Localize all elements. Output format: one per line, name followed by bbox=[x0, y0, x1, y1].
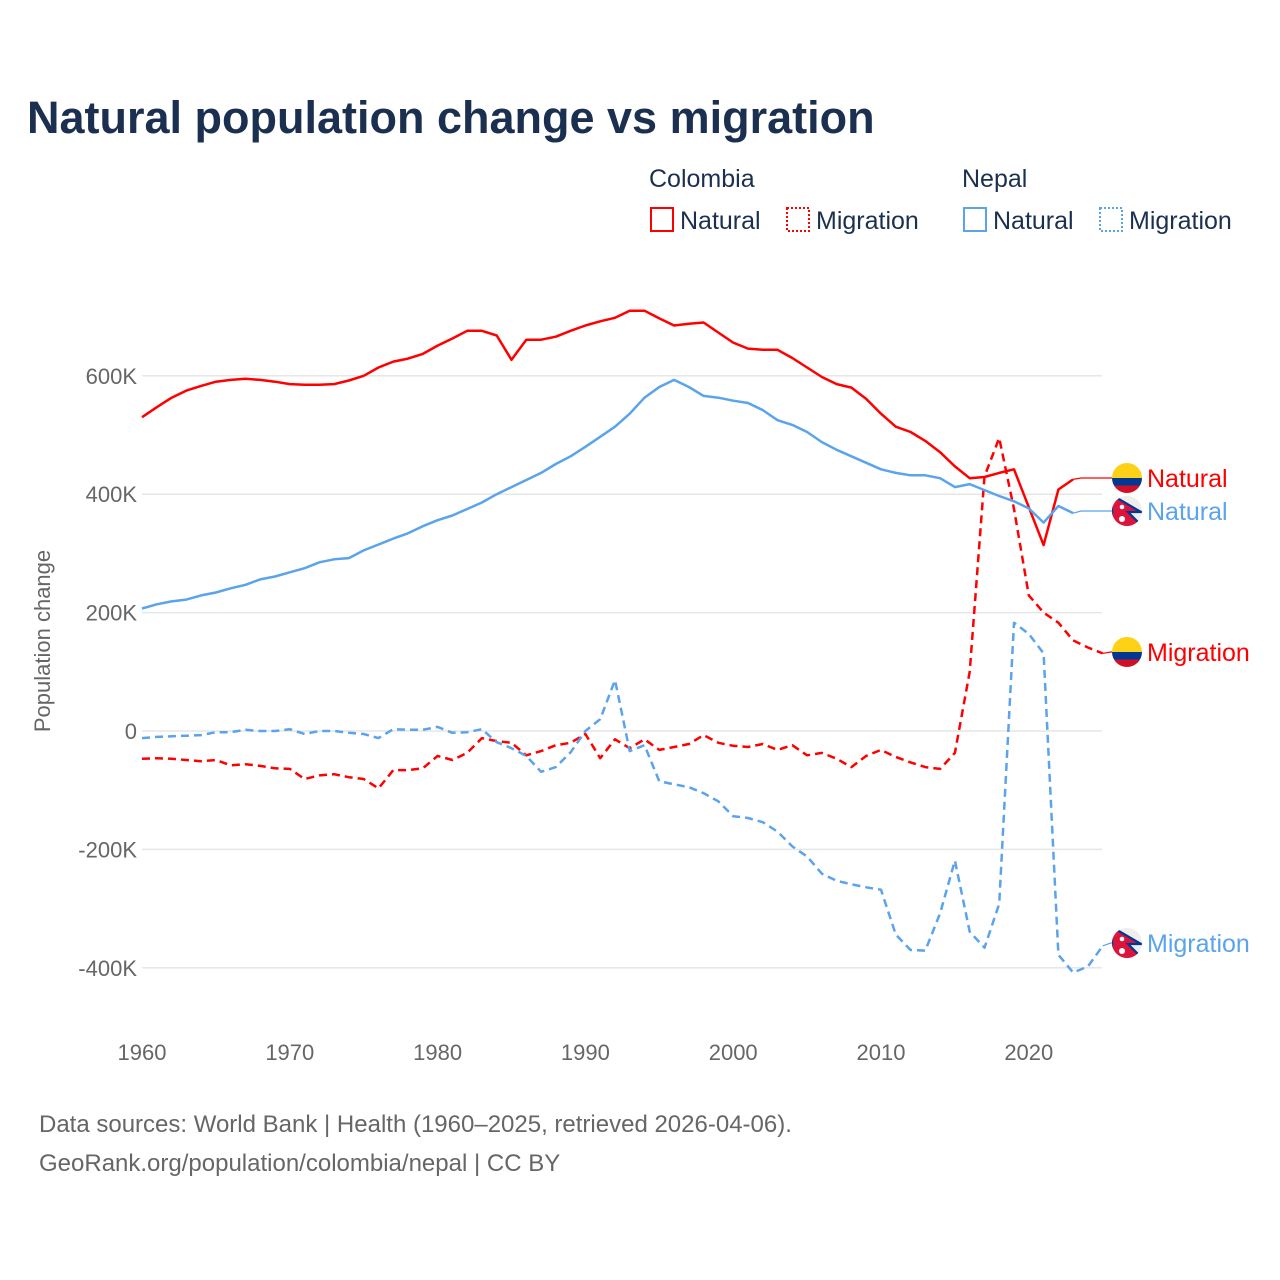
colombia-flag-icon bbox=[1112, 463, 1142, 493]
end-labels: Natural Migration Natural Migration bbox=[1072, 463, 1250, 958]
legend: Colombia Natural Migration Nepal Natural… bbox=[649, 165, 1232, 235]
x-tick-label: 1980 bbox=[413, 1040, 462, 1065]
y-tick-label: -400K bbox=[78, 956, 137, 981]
end-label-nepal-natural: Natural bbox=[1147, 498, 1228, 526]
y-tick-label: -200K bbox=[78, 837, 137, 862]
x-tick-label: 1990 bbox=[561, 1040, 610, 1065]
nepal-flag-icon bbox=[1112, 496, 1142, 526]
end-label-nepal-migration: Migration bbox=[1147, 930, 1250, 958]
y-tick-label: 400K bbox=[86, 482, 138, 507]
source-line-1: Data sources: World Bank | Health (1960–… bbox=[39, 1111, 792, 1138]
end-label-connector bbox=[1102, 651, 1112, 655]
y-tick-label: 200K bbox=[86, 601, 138, 626]
y-tick-label: 600K bbox=[86, 364, 138, 389]
legend-item-nepal-migration[interactable]: Migration bbox=[1129, 207, 1232, 235]
nepal-flag-icon bbox=[1112, 928, 1142, 958]
x-tick-label: 1970 bbox=[265, 1040, 314, 1065]
end-label-colombia-migration: Migration bbox=[1147, 639, 1250, 667]
nepal-migration-line[interactable] bbox=[141, 621, 1104, 974]
x-tick-label: 2020 bbox=[1004, 1040, 1053, 1065]
nepal-natural-line[interactable] bbox=[141, 378, 1074, 610]
legend-item-nepal-natural[interactable]: Natural bbox=[993, 207, 1074, 235]
x-tick-label: 2010 bbox=[857, 1040, 906, 1065]
end-label-connector bbox=[1073, 477, 1112, 480]
legend-swatch-nepal-natural bbox=[963, 207, 987, 232]
y-axis-label: Population change bbox=[30, 550, 55, 732]
x-axis-ticks: 1960 1970 1980 1990 2000 2010 2020 bbox=[118, 1040, 1054, 1065]
gridlines bbox=[142, 375, 1102, 969]
y-tick-label: 0 bbox=[125, 719, 137, 744]
legend-swatch-colombia-migration bbox=[786, 207, 810, 232]
legend-swatch-colombia-natural bbox=[650, 207, 674, 232]
colombia-flag-icon bbox=[1112, 637, 1142, 667]
legend-group-nepal: Nepal bbox=[962, 165, 1027, 193]
y-axis-ticks: 600K 400K 200K 0 -200K -400K bbox=[78, 364, 137, 981]
legend-item-colombia-migration[interactable]: Migration bbox=[816, 207, 919, 235]
legend-item-colombia-natural[interactable]: Natural bbox=[680, 207, 761, 235]
colombia-natural-line[interactable] bbox=[141, 309, 1074, 547]
end-label-colombia-natural: Natural bbox=[1147, 465, 1228, 493]
source-line-2[interactable]: GeoRank.org/population/colombia/nepal | … bbox=[39, 1150, 560, 1177]
legend-group-colombia: Colombia bbox=[649, 165, 755, 193]
x-tick-label: 2000 bbox=[709, 1040, 758, 1065]
series-lines bbox=[141, 309, 1104, 974]
end-label-connector bbox=[1102, 942, 1112, 947]
chart-title: Natural population change vs migration bbox=[27, 92, 875, 143]
end-label-connector bbox=[1072, 510, 1112, 514]
x-tick-label: 1960 bbox=[118, 1040, 167, 1065]
legend-swatch-nepal-migration bbox=[1099, 207, 1123, 232]
